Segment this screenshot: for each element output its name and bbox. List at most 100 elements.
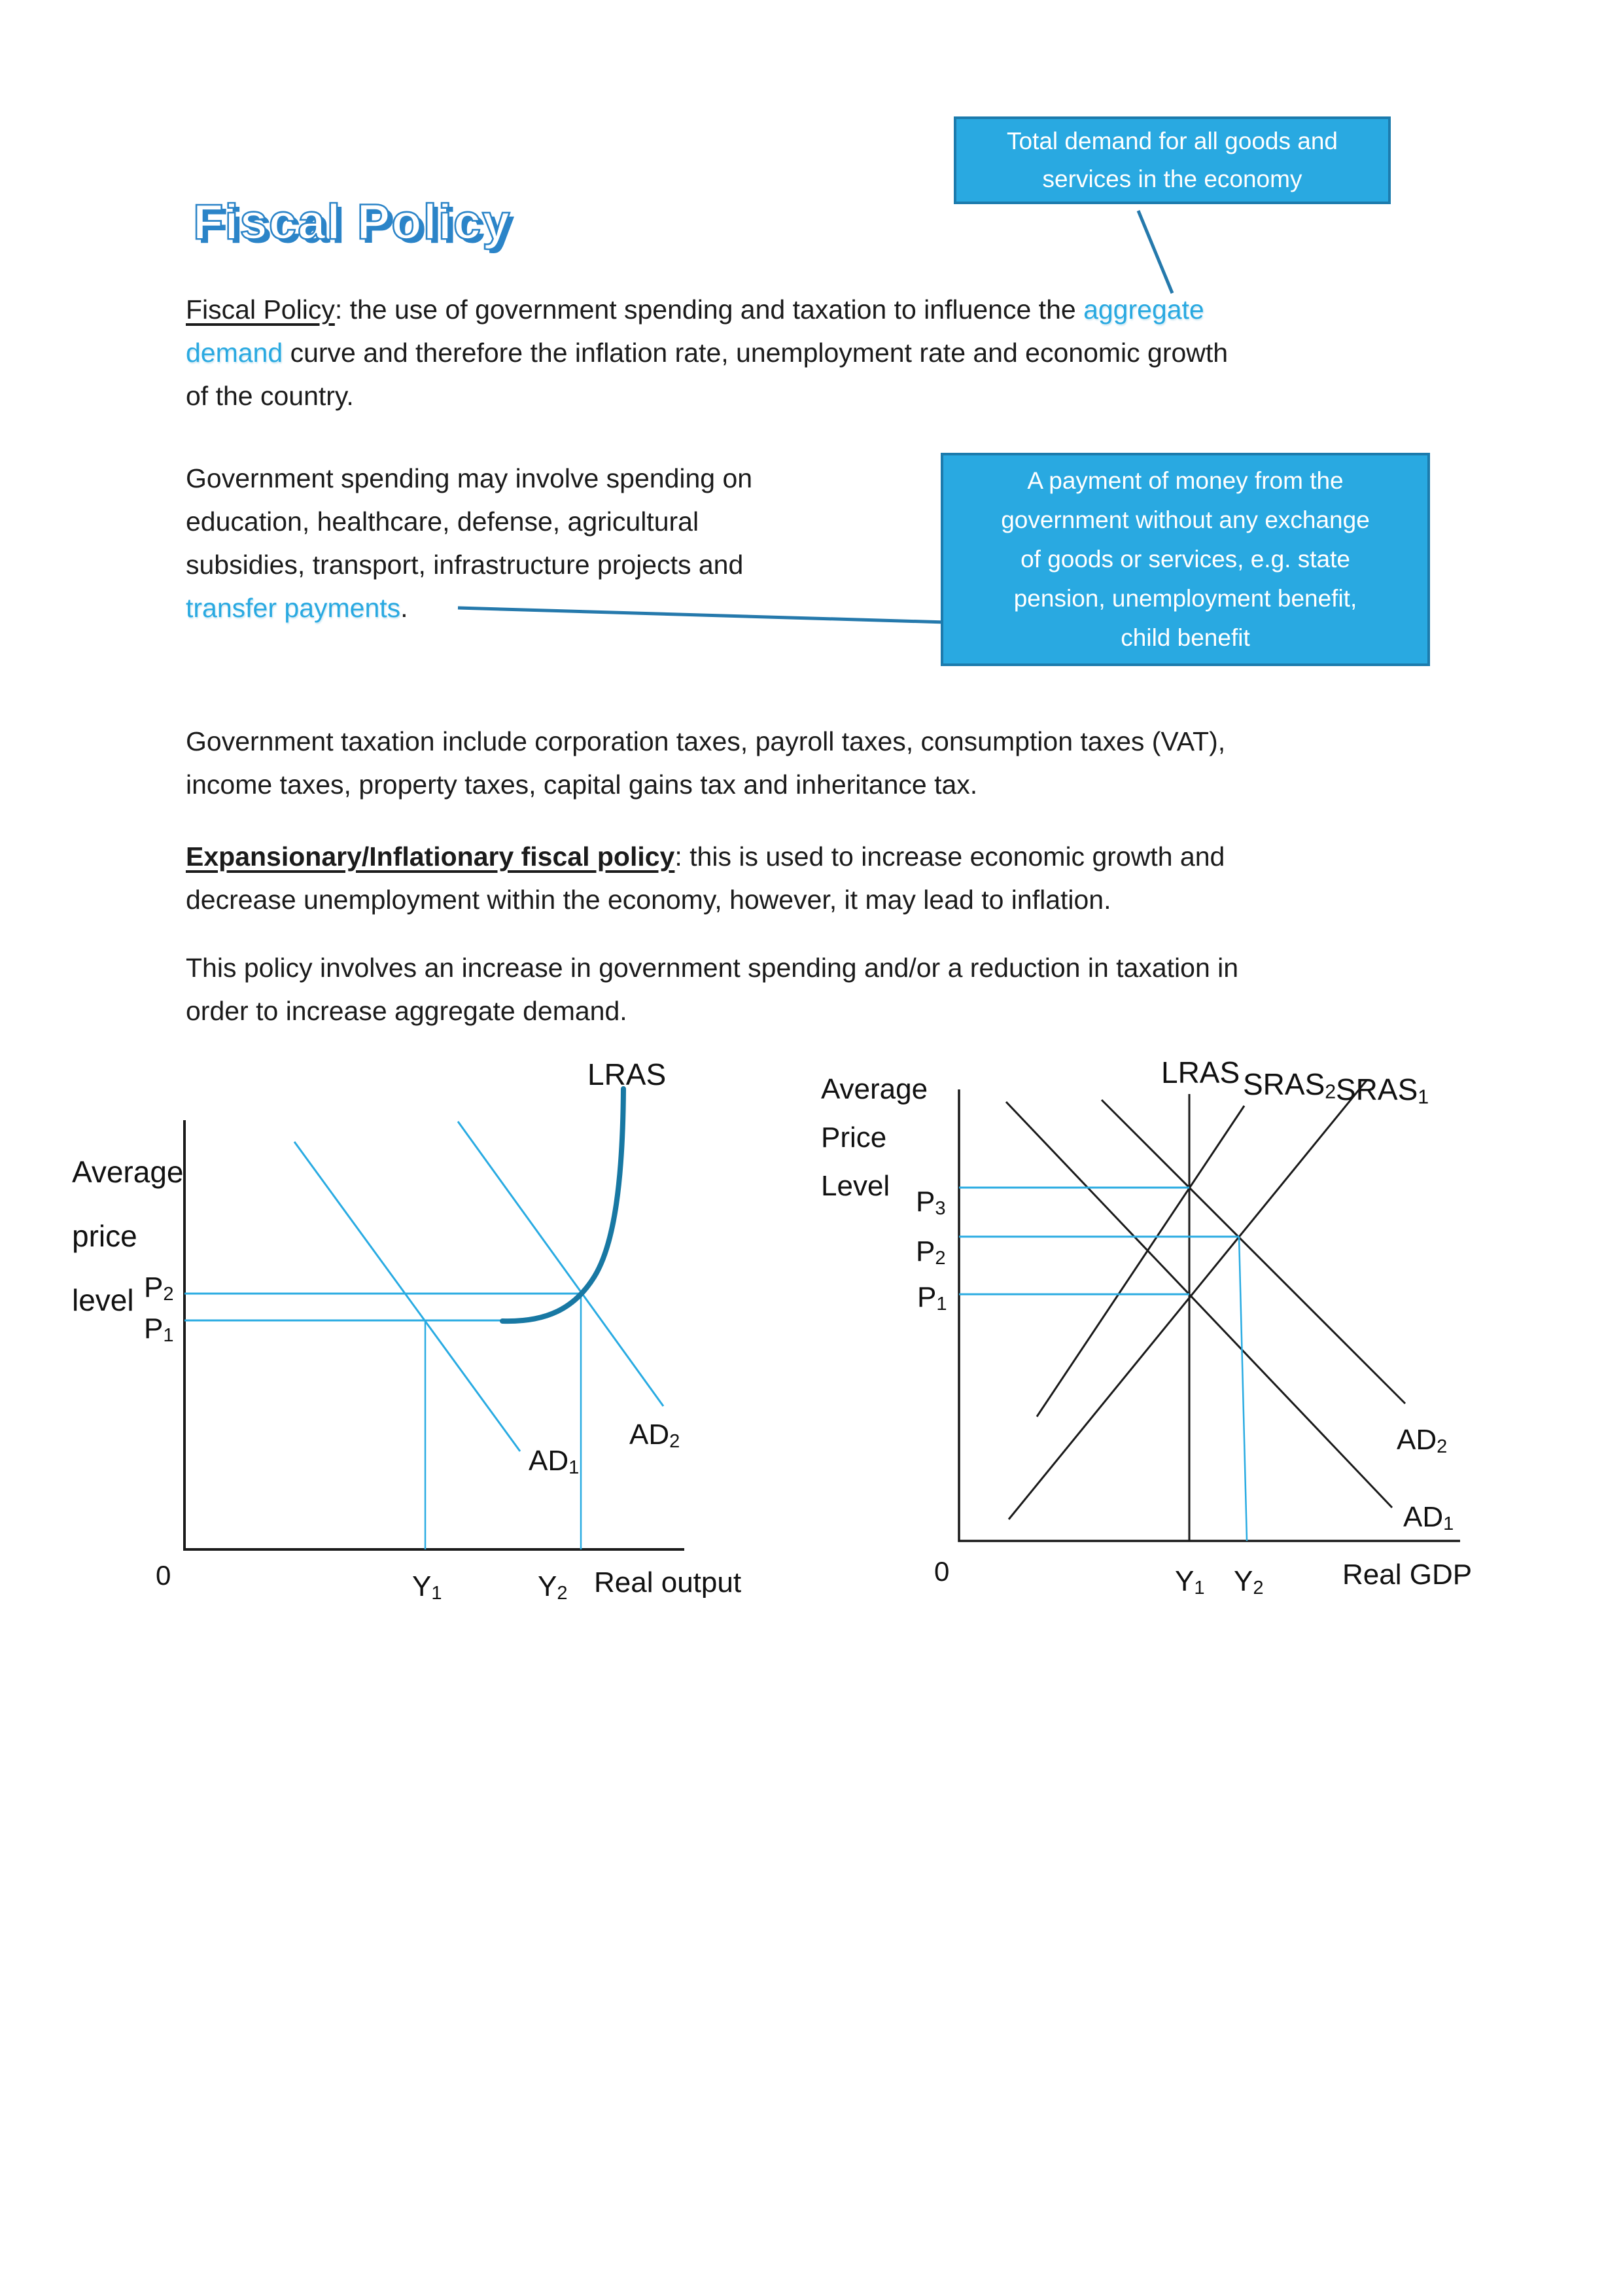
right-origin-label: 0 xyxy=(934,1556,950,1587)
label-base: P xyxy=(144,1271,164,1303)
right-diagram-axes xyxy=(958,1089,1460,1542)
text-run: : this is used to increase economic grow… xyxy=(674,841,1225,872)
axis-title-line: Price xyxy=(821,1122,887,1154)
label-base: P xyxy=(916,1235,935,1267)
left-ad2-label: AD2 xyxy=(629,1419,680,1451)
text-line: demand curve and therefore the inflation… xyxy=(186,331,1228,374)
callout-text-line: services in the economy xyxy=(1042,166,1302,192)
right-sras2-label: SRAS2 xyxy=(1243,1067,1336,1102)
text-line: order to increase aggregate demand. xyxy=(186,996,627,1026)
right-y2-drop-line xyxy=(1238,1236,1248,1542)
right-sras1-curve xyxy=(1007,1079,1369,1520)
text-line: subsidies, transport, infrastructure pro… xyxy=(186,550,744,580)
label-sub: 2 xyxy=(163,1284,174,1305)
right-p3-label: P3 xyxy=(916,1186,946,1218)
paragraph-spending: Government spending may involve spending… xyxy=(186,457,752,629)
callout-text-line: government without any exchange xyxy=(1001,506,1370,533)
text-line: education, healthcare, defense, agricult… xyxy=(186,506,699,537)
right-y-axis-title: Average Price Level xyxy=(821,1065,928,1210)
callout-text-line: child benefit xyxy=(1121,624,1250,651)
axis-title-line: level xyxy=(72,1283,134,1317)
label-base: AD xyxy=(529,1445,569,1477)
callout-aggregate-demand: Total demand for all goods and services … xyxy=(954,116,1391,204)
left-ad1-curve xyxy=(293,1141,521,1452)
label-sub: 3 xyxy=(935,1198,946,1220)
label-base: P xyxy=(916,1186,935,1218)
text-line: income taxes, property taxes, capital ga… xyxy=(186,769,978,800)
label-sub: 1 xyxy=(1418,1086,1429,1108)
right-y2-label: Y2 xyxy=(1234,1565,1264,1598)
label-base: Y xyxy=(1175,1565,1195,1597)
left-diagram-axes xyxy=(183,1120,684,1551)
label-sub: 1 xyxy=(1194,1578,1205,1599)
axis-title-line: price xyxy=(72,1219,137,1253)
label-sub: 2 xyxy=(1253,1578,1264,1599)
label-sub: 1 xyxy=(936,1294,947,1315)
label-base: AD xyxy=(629,1419,670,1451)
label-sub: 1 xyxy=(568,1457,580,1479)
right-ad2-label: AD2 xyxy=(1397,1424,1447,1457)
text-run: : the use of government spending and tax… xyxy=(334,294,1084,325)
left-p2-label: P2 xyxy=(144,1271,174,1304)
axis-title-line: Level xyxy=(821,1170,890,1202)
label-base: Y xyxy=(412,1570,432,1602)
right-lras-label: LRAS xyxy=(1161,1055,1240,1089)
label-base: Y xyxy=(1234,1565,1253,1597)
axis-title-line: Average xyxy=(821,1073,928,1105)
left-lras-curve xyxy=(500,1086,626,1324)
term-aggregate: aggregate xyxy=(1083,294,1204,325)
text-line: Expansionary/Inflationary fiscal policy:… xyxy=(186,835,1225,878)
label-base: P xyxy=(144,1313,164,1345)
axis-title-line: Average xyxy=(72,1155,184,1189)
term-expansionary-policy: Expansionary/Inflationary fiscal policy xyxy=(186,841,675,872)
text-line: decrease unemployment within the economy… xyxy=(186,885,1111,915)
text-run: curve and therefore the inflation rate, … xyxy=(283,338,1229,368)
callout-text-line: A payment of money from the xyxy=(1027,467,1344,494)
label-base: SRAS xyxy=(1243,1067,1325,1101)
label-sub: 2 xyxy=(557,1583,568,1604)
left-ad2-curve xyxy=(457,1121,665,1407)
text-line: Government taxation include corporation … xyxy=(186,726,1226,756)
callout-text-line: pension, unemployment benefit, xyxy=(1013,585,1357,612)
callout-text-line: of goods or services, e.g. state xyxy=(1021,546,1350,573)
text-line: Fiscal Policy: the use of government spe… xyxy=(186,288,1228,331)
paragraph-expansionary: Expansionary/Inflationary fiscal policy:… xyxy=(186,835,1225,921)
right-sras2-curve xyxy=(1036,1105,1246,1417)
page-title: Fiscal Policy xyxy=(192,194,512,251)
right-ad1-label: AD1 xyxy=(1403,1501,1454,1534)
paragraph-policy-involves: This policy involves an increase in gove… xyxy=(186,946,1238,1033)
text-line: This policy involves an increase in gove… xyxy=(186,953,1239,983)
text-line: transfer payments. xyxy=(186,586,752,629)
right-ad2-curve xyxy=(1100,1099,1406,1405)
label-sub: 1 xyxy=(163,1325,174,1347)
left-origin-label: 0 xyxy=(156,1560,171,1591)
label-sub: 2 xyxy=(1325,1081,1336,1103)
left-p1-label: P1 xyxy=(144,1313,174,1345)
text-run: . xyxy=(400,593,408,623)
right-y1-label: Y1 xyxy=(1175,1565,1205,1598)
label-base: AD xyxy=(1397,1424,1437,1456)
callout2-leader-line xyxy=(457,606,947,624)
callout-text-line: Total demand for all goods and xyxy=(1006,128,1338,154)
paragraph-definition: Fiscal Policy: the use of government spe… xyxy=(186,288,1228,417)
label-sub: 1 xyxy=(1443,1513,1454,1535)
text-line: Government spending may involve spending… xyxy=(186,463,753,493)
left-ad1-label: AD1 xyxy=(529,1445,579,1477)
label-sub: 2 xyxy=(669,1431,680,1453)
right-x-axis-title: Real GDP xyxy=(1342,1559,1473,1591)
label-sub: 2 xyxy=(1437,1436,1448,1458)
label-base: AD xyxy=(1403,1501,1444,1533)
text-line: of the country. xyxy=(186,381,354,411)
left-y2-label: Y2 xyxy=(538,1570,568,1603)
right-sras1-label: SRAS1 xyxy=(1336,1072,1429,1107)
right-p1-label: P1 xyxy=(917,1281,947,1314)
paragraph-taxation: Government taxation include corporation … xyxy=(186,720,1225,806)
label-sub: 2 xyxy=(935,1248,946,1269)
right-p2-label: P2 xyxy=(916,1235,946,1268)
left-x-axis-title: Real output xyxy=(594,1566,742,1598)
label-sub: 1 xyxy=(431,1583,442,1604)
left-y1-label: Y1 xyxy=(412,1570,442,1603)
term-fiscal-policy: Fiscal Policy xyxy=(186,294,335,325)
term-demand: demand xyxy=(186,338,283,368)
